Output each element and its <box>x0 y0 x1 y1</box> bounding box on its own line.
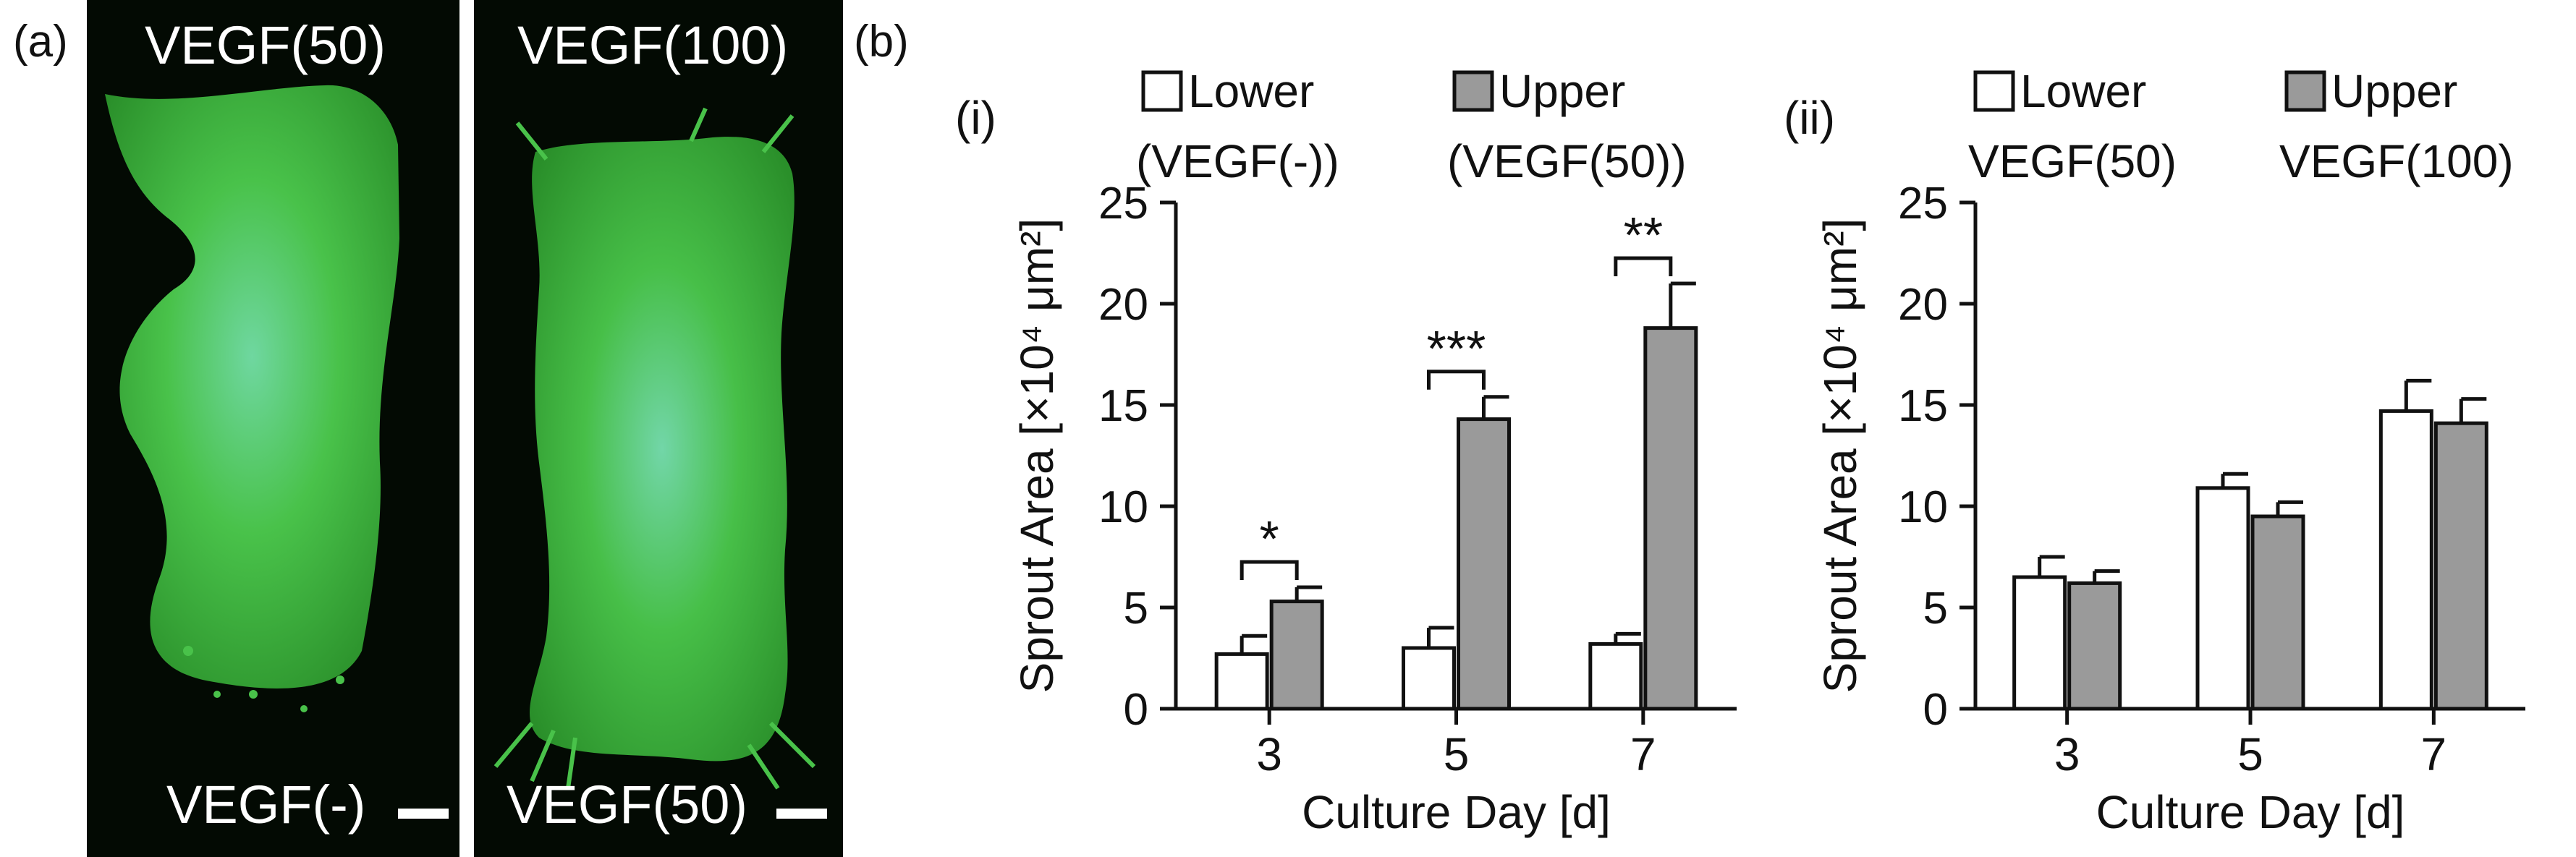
chart-2-legend-sub-1: VEGF(50) <box>1968 135 2177 187</box>
chart-2-bar-lower-day-7 <box>2378 409 2433 711</box>
chart-2-bar-upper-day-7 <box>2433 421 2488 711</box>
chart-1-y-tick-label: 0 <box>1124 685 1148 735</box>
chart-2-x-tick-label: 5 <box>2237 728 2263 780</box>
panel-label-b: (b) <box>854 17 909 67</box>
chart-1-sig-bracket-day-5 <box>1427 370 1486 390</box>
chart-1-bar-lower-day-7 <box>1588 641 1643 711</box>
chart-1-error-bar-lower-day-3 <box>1240 634 1268 655</box>
chart-1-error-bar-lower-day-5 <box>1427 626 1454 648</box>
chart-1-legend-swatch-2 <box>1452 70 1494 112</box>
chart-2-error-bar-upper-day-5 <box>2276 500 2303 516</box>
chart-1-sig-mark-day-5: *** <box>1427 320 1486 377</box>
chart-1-y-tick-label: 15 <box>1098 381 1148 431</box>
chart-1-y-axis-label: Sprout Area [×10⁴ μm²] <box>1011 218 1063 694</box>
chart-1-legend-name-2: Upper <box>1499 65 1625 117</box>
chart-1-y-tick-label: 20 <box>1098 280 1148 330</box>
chart-1-error-bar-upper-day-3 <box>1295 585 1323 602</box>
chart-1-bar-lower-day-3 <box>1214 652 1269 711</box>
chart-2-error-bar-upper-day-3 <box>2093 569 2120 584</box>
chart-1-sig-mark-day-7: ** <box>1624 207 1663 263</box>
chart-1-y-tick-label: 5 <box>1124 584 1148 634</box>
micrograph-2-bottom-label: VEGF(50) <box>507 775 748 835</box>
scale-bar-1 <box>398 809 449 819</box>
scale-bar-2 <box>776 809 827 819</box>
chart-2-legend-name-1: Lower <box>2020 65 2146 117</box>
chart-1-x-tick-label: 3 <box>1256 728 1282 780</box>
chart-2-error-bar-upper-day-7 <box>2459 397 2487 424</box>
chart-1-bar-upper-day-5 <box>1457 417 1511 711</box>
chart-1-panel-label: (i) <box>955 92 996 144</box>
micrograph-2-tissue <box>493 107 816 790</box>
chart-1-bar-upper-day-7 <box>1643 326 1698 711</box>
chart-1-x-axis-label: Culture Day [d] <box>1302 786 1611 838</box>
chart-2-bar-lower-day-5 <box>2195 486 2250 711</box>
micrograph-vegf50: VEGF(50) VEGF(-) <box>87 0 459 857</box>
chart-2-y-tick-label: 5 <box>1923 584 1948 634</box>
chart-2-x-tick-label: 7 <box>2421 728 2447 780</box>
chart-2-x-tick-label: 3 <box>2054 728 2080 780</box>
chart-1-sig-mark-day-3: * <box>1260 511 1279 567</box>
chart-2-y-tick-label: 10 <box>1898 482 1948 532</box>
chart-2-y-axis-label: Sprout Area [×10⁴ μm²] <box>1814 218 1866 694</box>
micrograph-2-top-label: VEGF(100) <box>517 15 789 75</box>
chart-2-legend-sub-2: VEGF(100) <box>2279 135 2514 187</box>
chart-2-error-bar-lower-day-7 <box>2404 378 2432 412</box>
chart-2-x-axis-label: Culture Day [d] <box>2096 786 2405 838</box>
chart-2-bar-upper-day-3 <box>2067 581 2122 711</box>
chart-2-bar-lower-day-3 <box>2012 575 2067 711</box>
chart-1-error-bar-upper-day-7 <box>1669 281 1696 328</box>
chart-2-y-tick-label: 0 <box>1923 685 1948 735</box>
chart-2-legend-swatch-1 <box>1973 70 2015 112</box>
panel-label-a: (a) <box>13 17 68 67</box>
chart-1-legend-sub-1: (VEGF(-)) <box>1136 135 1339 187</box>
micrograph-1-top-label: VEGF(50) <box>145 15 386 75</box>
chart-1-bar-lower-day-5 <box>1402 646 1456 711</box>
chart-1-y-tick-label: 25 <box>1098 179 1148 229</box>
micrograph-1-tissue <box>105 85 399 712</box>
chart-1-error-bar-lower-day-7 <box>1614 631 1641 644</box>
chart-2-y-tick-label: 20 <box>1898 280 1948 330</box>
chart-1-legend-name-1: Lower <box>1188 65 1314 117</box>
chart-1-sig-bracket-day-7 <box>1614 256 1673 276</box>
chart-1-legend-sub-2: (VEGF(50)) <box>1447 135 1687 187</box>
chart-2-legend-name-2: Upper <box>2331 65 2457 117</box>
chart-1-x-tick-label: 5 <box>1444 728 1470 780</box>
chart-1-legend-swatch-1 <box>1141 70 1183 112</box>
micrograph-vegf100: VEGF(100) VEGF(50) <box>474 0 843 857</box>
chart-1-error-bar-upper-day-5 <box>1482 395 1509 419</box>
chart-2-y-tick-label: 15 <box>1898 381 1948 431</box>
chart-2-panel-label: (ii) <box>1784 92 1835 144</box>
chart-2-bar-upper-day-5 <box>2250 514 2305 711</box>
chart-2-y-tick-label: 25 <box>1898 179 1948 229</box>
chart-2-legend-swatch-2 <box>2284 70 2326 112</box>
chart-1-sig-bracket-day-3 <box>1240 560 1299 580</box>
micrograph-1-bottom-label: VEGF(-) <box>166 775 366 835</box>
chart-1-bar-upper-day-3 <box>1269 600 1324 711</box>
chart-2-error-bar-lower-day-3 <box>2038 555 2065 577</box>
chart-1-x-tick-label: 7 <box>1630 728 1656 780</box>
chart-2-error-bar-lower-day-5 <box>2221 472 2248 488</box>
chart-1-y-tick-label: 10 <box>1098 482 1148 532</box>
